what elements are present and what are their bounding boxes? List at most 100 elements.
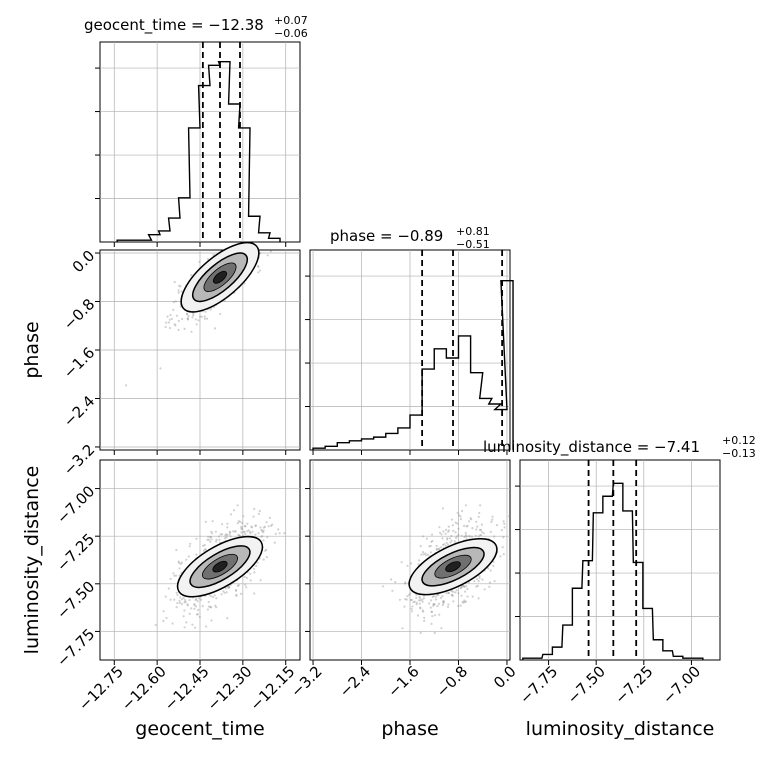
scatter-point <box>159 367 162 370</box>
scatter-point <box>253 571 256 574</box>
histogram-step <box>312 280 514 450</box>
title-upper: +0.81 <box>456 225 490 238</box>
scatter-point <box>456 535 459 538</box>
scatter-point <box>491 515 494 518</box>
scatter-point <box>454 536 458 540</box>
title-upper: +0.12 <box>722 434 756 447</box>
scatter-point <box>434 595 438 598</box>
scatter-point <box>185 558 188 561</box>
scatter-point <box>443 543 446 546</box>
scatter-point <box>192 314 195 317</box>
scatter-point <box>179 285 182 288</box>
scatter-point <box>240 531 243 534</box>
scatter-point <box>489 569 492 572</box>
scatter-point <box>198 615 201 619</box>
scatter-point <box>440 533 443 536</box>
scatter-point <box>215 540 218 543</box>
scatter-point <box>493 580 496 583</box>
scatter-point <box>225 591 228 594</box>
scatter-point <box>419 607 422 610</box>
scatter-point <box>223 591 226 595</box>
scatter-point <box>245 576 248 580</box>
scatter-point <box>461 600 464 604</box>
scatter-point <box>430 610 434 614</box>
scatter-point <box>179 596 182 599</box>
scatter-point <box>253 592 256 595</box>
scatter-point <box>240 592 243 596</box>
scatter-point <box>215 597 218 600</box>
scatter-point <box>257 271 260 274</box>
y-tick-label: −2.4 <box>60 392 98 430</box>
scatter-point <box>403 605 406 608</box>
scatter-point <box>471 595 474 598</box>
scatter-point <box>245 586 248 589</box>
scatter-point <box>183 601 186 604</box>
scatter-point <box>177 328 180 332</box>
scatter-point <box>213 327 217 330</box>
scatter-point <box>166 315 169 318</box>
scatter-point <box>468 535 471 538</box>
scatter-point <box>421 598 424 601</box>
scatter-point <box>206 258 210 261</box>
scatter-point <box>193 626 197 629</box>
scatter-point <box>438 531 442 534</box>
scatter-point <box>190 607 193 610</box>
scatter-point <box>468 520 471 523</box>
scatter-point <box>408 593 411 597</box>
scatter-point <box>169 577 172 581</box>
scatter-point <box>475 578 479 581</box>
scatter-point <box>475 528 478 531</box>
x-tick-label: −7.50 <box>564 662 609 707</box>
scatter-point <box>207 605 211 608</box>
scatter-point <box>437 548 440 551</box>
scatter-point <box>500 529 503 532</box>
scatter-point <box>459 604 462 607</box>
scatter-point <box>424 552 427 555</box>
scatter-point <box>503 522 506 526</box>
scatter-point <box>430 610 433 614</box>
y-tick-label: −7.25 <box>53 530 98 575</box>
scatter-point <box>193 607 196 610</box>
title-upper: +0.07 <box>274 14 308 27</box>
scatter-point <box>190 274 193 277</box>
scatter-point <box>415 596 418 600</box>
scatter-point <box>450 593 453 596</box>
scatter-point <box>183 598 187 602</box>
scatter-point <box>413 600 416 603</box>
scatter-point <box>406 595 409 598</box>
scatter-point <box>441 603 444 607</box>
scatter-point <box>474 534 477 537</box>
scatter-point <box>252 515 255 518</box>
scatter-point <box>431 539 434 543</box>
scatter-point <box>444 544 447 547</box>
scatter-point <box>269 250 272 253</box>
scatter-point <box>185 621 188 624</box>
scatter-point <box>447 529 450 532</box>
scatter-point <box>406 564 409 567</box>
scatter-point <box>422 535 425 538</box>
scatter-point <box>202 544 205 548</box>
y-tick-label: −7.00 <box>53 482 98 527</box>
scatter-point <box>175 591 178 594</box>
ylabel-luminosity-distance: luminosity_distance <box>21 466 43 655</box>
scatter-point <box>210 535 213 539</box>
scatter-point <box>206 538 209 541</box>
scatter-point <box>249 572 252 576</box>
scatter-point <box>262 526 265 529</box>
scatter-point <box>180 598 183 601</box>
scatter-point <box>418 559 421 562</box>
scatter-point <box>204 548 207 551</box>
scatter-point <box>209 308 212 311</box>
scatter-point <box>236 522 239 525</box>
scatter-point <box>488 585 491 589</box>
scatter-point <box>181 317 184 321</box>
scatter-point <box>404 581 407 584</box>
scatter-point <box>254 533 257 536</box>
scatter-point <box>198 260 201 263</box>
scatter-point <box>243 530 246 533</box>
scatter-point <box>419 599 422 602</box>
scatter-point <box>421 600 424 603</box>
scatter-point <box>405 598 408 601</box>
scatter-point <box>400 561 403 564</box>
scatter-point <box>259 579 262 582</box>
